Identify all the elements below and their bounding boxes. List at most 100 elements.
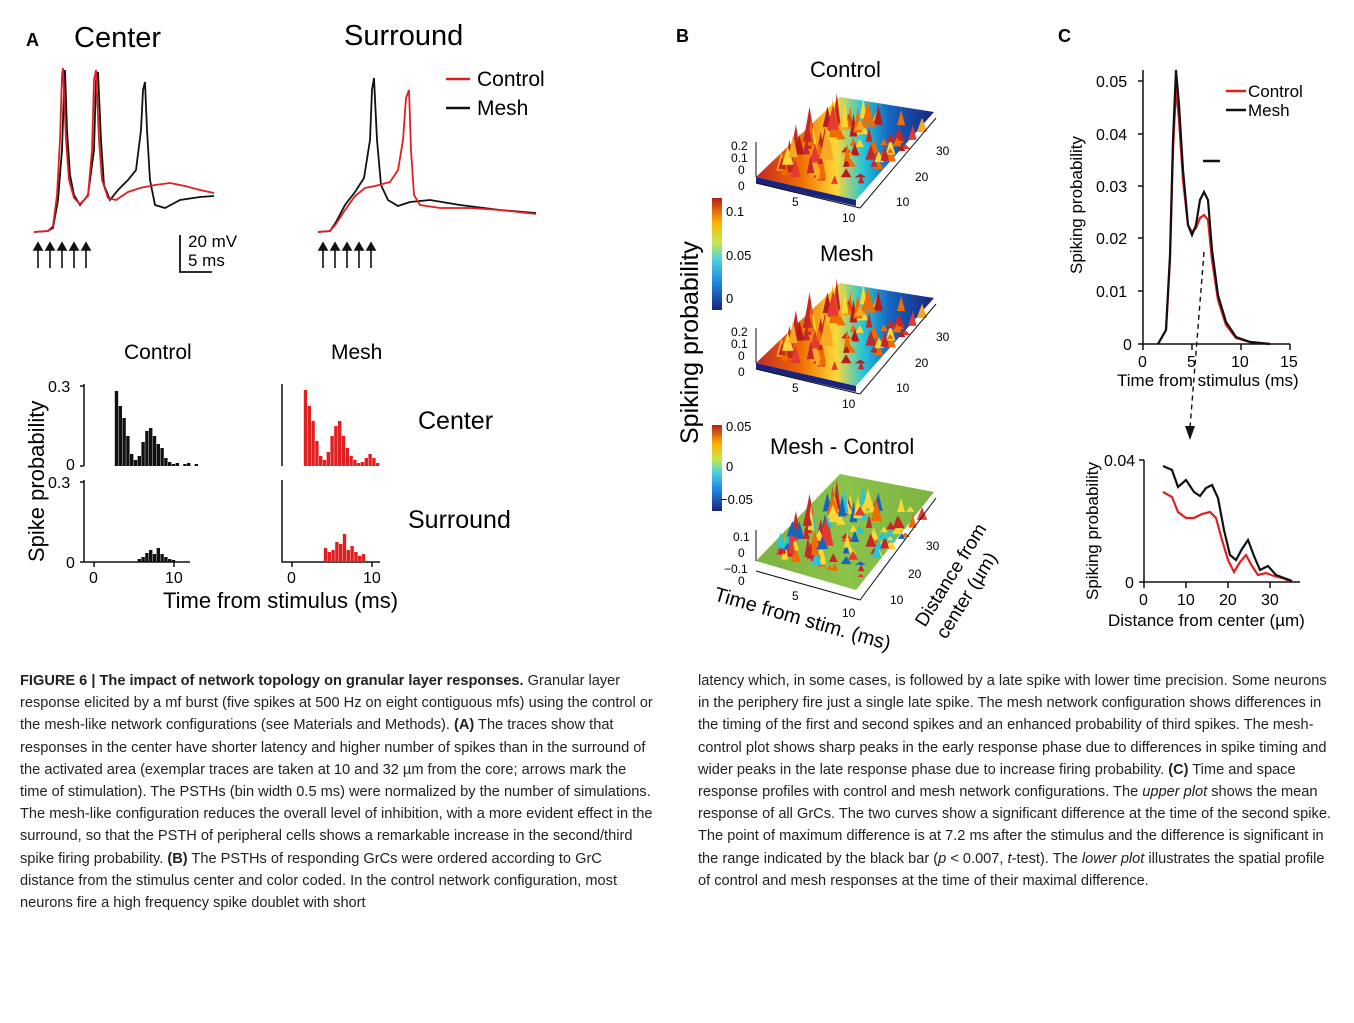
upper-xtick-2: 10 [1231,354,1249,371]
surface-peak [880,526,888,533]
svg-text:20: 20 [915,356,929,370]
lower-curve-mesh [1162,464,1293,583]
psth-bar [341,436,346,466]
svg-text:5: 5 [792,195,799,209]
surface-peak [897,144,906,152]
psth-bar [175,463,179,466]
colorbar1-tick-mid: 0.05 [726,248,751,263]
upper-ytick-0: 0.05 [1096,74,1127,91]
psth-bar [168,462,172,466]
upper-legend-control: Control [1248,82,1303,101]
caption-text-3: The PSTHs of responding GrCs were ordere… [20,850,618,912]
lower-xtick-0: 0 [1139,592,1148,609]
psth-bar [339,544,343,562]
surface-peak [880,145,890,161]
trace-legend: Control Mesh [446,68,545,120]
psth-bar [164,557,168,562]
surface-peak [849,137,858,147]
surface-peak [787,532,796,554]
surface-peak [836,517,846,525]
psth-bar [152,554,157,562]
surface-peak [885,323,896,341]
figure-caption-title: FIGURE 6 | The impact of network topolog… [20,673,524,689]
svg-text:0: 0 [738,349,745,363]
surface-peak [826,105,839,130]
svg-text:30: 30 [936,144,950,158]
surface-peak [885,137,896,155]
psth-bar [315,441,319,466]
psth-bar [118,406,122,466]
upper-plot: 0.05 0.04 0.03 0.02 0.01 0 0 5 10 15 Tim… [1067,69,1303,390]
surface-peak [849,524,858,533]
psth-bar [322,460,327,466]
psth-ytick-top-max: 0.3 [48,379,70,396]
svg-text:30: 30 [926,539,940,553]
psth-bar [122,418,126,466]
surface-peak [818,163,826,179]
surface-peak [865,514,873,528]
surface-peak [905,506,915,512]
surface-peak [916,117,928,132]
surface-peak [837,495,847,517]
svg-text:0.2: 0.2 [731,325,748,339]
surface-peak [855,139,864,147]
surface-peak [841,102,849,128]
upper-xtick-0: 0 [1138,354,1147,371]
psth-bar [168,559,172,562]
caption-text-7: < 0.007, [946,850,1008,867]
surface-peak [873,104,883,125]
svg-text:10: 10 [842,606,856,620]
svg-text:0.1: 0.1 [731,151,748,165]
surface-peak [802,506,813,526]
upper-xtick-3: 15 [1280,354,1298,371]
psth-bar [346,550,350,562]
surface-title-mesh: Mesh [820,241,874,266]
legend-mesh-label: Mesh [477,97,528,120]
surface-peak [840,354,852,364]
surface-peak [897,296,906,312]
psth-col-title-control: Control [124,341,192,364]
surface-peak [831,361,838,370]
surface-peak [871,544,882,559]
svg-text:0: 0 [738,163,745,177]
surface-peak [857,573,865,578]
surface-peak [802,120,813,142]
lower-ytick-zero: 0 [1125,575,1134,592]
lower-ytick-max: 0.04 [1104,453,1135,470]
psth-bar [183,464,187,466]
surface-peak [786,520,798,537]
surface-peak [781,146,794,165]
psth-row-title-surround: Surround [408,506,511,534]
scale-bar: 20 mV 5 ms [179,232,238,273]
surface-peak [854,359,866,364]
surface-peak [841,533,851,539]
psth-xtick-control-10: 10 [165,570,183,587]
caption-t: t [1007,850,1012,867]
surface-peak [806,341,815,360]
surface-peak [824,135,834,161]
lower-plot: 0.04 0 0 10 20 30 Distance from center (… [1083,453,1305,630]
psth-bar [114,391,119,466]
psth-bar [358,556,362,562]
psth-bar [350,546,354,562]
surface-peak [897,498,906,512]
lower-curve-control [1162,491,1291,583]
psth-ytick-bot-max: 0.3 [48,475,70,492]
surface-difference: 0.1 0 −0.1 0 5 10 30 20 10 Time from sti… [712,474,1002,655]
psth-bar [130,454,134,466]
surface-peak [880,138,888,146]
psth-bar [349,456,353,466]
psth-bar [160,448,164,466]
surface-peak [840,556,852,565]
surface-peak [865,532,877,547]
surface-peak [897,110,906,126]
surface-peak [831,562,838,571]
surface-peak [857,563,865,572]
surface-peak [897,533,906,539]
surface-peak [874,160,884,170]
surface-peak [802,329,811,341]
surface-peak [818,349,826,365]
center-title: Center [74,22,161,54]
svg-text:10: 10 [842,211,856,225]
surface-title-control: Control [810,57,881,82]
